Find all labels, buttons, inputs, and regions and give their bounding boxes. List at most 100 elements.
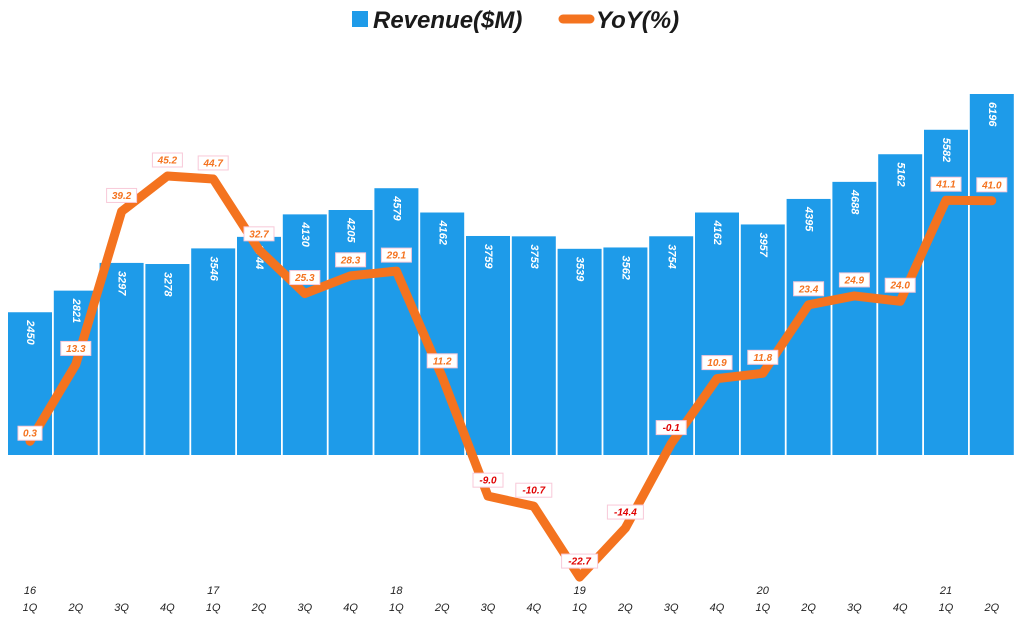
- yoy-value-label: 11.2: [433, 356, 452, 367]
- yoy-label-box: [561, 553, 599, 569]
- revenue-bar: [466, 235, 510, 455]
- yoy-value-label: 28.3: [340, 255, 361, 266]
- yoy-value-label: 25.3: [294, 273, 315, 284]
- revenue-bar: [191, 248, 236, 455]
- yoy-value-label: 13.3: [66, 344, 86, 355]
- yoy-label-box: [606, 504, 644, 520]
- x-tick-quarter: 4Q: [343, 602, 358, 614]
- x-tick-year: 17: [207, 585, 220, 597]
- yoy-line-layer: [25, 171, 997, 582]
- yoy-value-label: -9.0: [479, 476, 497, 487]
- yoy-label-box: [884, 277, 916, 293]
- x-tick-year: 21: [939, 585, 952, 597]
- revenue-value-label: 4688: [848, 189, 860, 215]
- revenue-bar: [328, 210, 373, 455]
- x-tick-quarter: 4Q: [710, 602, 725, 614]
- yoy-value-label: -14.4: [614, 508, 637, 519]
- yoy-value-label: 0.3: [23, 429, 37, 440]
- revenue-value-label: 5162: [894, 162, 906, 186]
- yoy-value-label: 41.0: [981, 180, 1002, 191]
- revenue-bar: [374, 188, 419, 455]
- revenue-value-label: 4130: [299, 221, 311, 247]
- x-tick-year: 20: [756, 585, 770, 597]
- x-tick-year: 18: [390, 585, 403, 597]
- revenue-value-label: 4395: [803, 206, 815, 232]
- yoy-value-label: 32.7: [249, 229, 269, 240]
- x-tick-quarter: 1Q: [755, 602, 770, 614]
- x-tick-quarter: 2Q: [983, 602, 999, 614]
- revenue-value-label: 3754: [665, 244, 677, 268]
- yoy-label-box: [838, 272, 870, 288]
- revenue-bars: [8, 94, 1014, 455]
- yoy-label-box: [380, 247, 412, 263]
- yoy-label-box: [335, 252, 367, 268]
- x-tick-quarter: 1Q: [572, 602, 587, 614]
- revenue-value-label: 4205: [345, 217, 357, 243]
- x-axis-ticks: 1Q 16 2Q 3Q 4Q 1Q 17 2Q 3Q 4Q 1Q 18 2Q 3Q 4Q 1Q 19 2Q 3Q 4Q…: [23, 585, 1000, 614]
- legend-revenue-swatch: [352, 11, 368, 27]
- revenue-bar: [740, 224, 785, 455]
- yoy-label-box: [976, 177, 1008, 193]
- yoy-line: [25, 171, 997, 582]
- revenue-bar: [511, 236, 556, 455]
- revenue-bar: [557, 248, 602, 455]
- yoy-value-label: 39.2: [112, 191, 132, 202]
- legend-revenue-label: Revenue($M): [373, 7, 522, 34]
- yoy-value-label: 29.1: [386, 251, 407, 262]
- yoy-label-box: [151, 152, 183, 168]
- revenue-value-label: 3278: [161, 272, 173, 297]
- revenue-value-label: 3562: [619, 255, 631, 279]
- legend-yoy-label: YoY(%): [596, 7, 679, 34]
- x-tick-year: 19: [573, 585, 585, 597]
- yoy-label-box: [106, 187, 138, 203]
- x-tick-quarter: 1Q: [23, 602, 38, 614]
- revenue-bar: [145, 264, 190, 455]
- x-tick-quarter: 1Q: [389, 602, 404, 614]
- revenue-bar: [695, 212, 739, 455]
- revenue-bar: [969, 94, 1014, 455]
- revenue-value-label: 4579: [390, 195, 402, 221]
- yoy-value-label: -22.7: [568, 557, 591, 568]
- x-tick-year: 16: [24, 585, 37, 597]
- revenue-value-label: 3297: [116, 271, 128, 296]
- yoy-label-box: [17, 425, 43, 441]
- yoy-label-box: [515, 482, 553, 498]
- legend: Revenue($M) YoY(%): [352, 7, 679, 34]
- x-tick-quarter: 3Q: [297, 602, 312, 614]
- x-tick-quarter: 2Q: [434, 602, 450, 614]
- revenue-value-label: 3539: [574, 257, 586, 282]
- x-tick-quarter: 3Q: [481, 602, 496, 614]
- revenue-value-label: 4162: [711, 220, 723, 245]
- yoy-value-label: -0.1: [663, 423, 681, 434]
- x-tick-quarter: 4Q: [160, 602, 175, 614]
- yoy-label-box: [747, 349, 779, 365]
- revenue-bar: [603, 247, 648, 455]
- revenue-value-label: 6196: [986, 102, 998, 127]
- revenue-value-label: 2821: [70, 298, 82, 323]
- x-tick-quarter: 1Q: [206, 602, 221, 614]
- yoy-value-label: 41.1: [935, 180, 956, 191]
- yoy-value-label: 45.2: [157, 156, 178, 167]
- yoy-label-box: [793, 281, 825, 297]
- revenue-value-label: 3753: [528, 244, 540, 268]
- x-tick-quarter: 4Q: [893, 602, 908, 614]
- x-tick-quarter: 3Q: [114, 602, 129, 614]
- revenue-bar: [99, 262, 144, 455]
- revenue-value-label: 3957: [757, 232, 769, 257]
- x-tick-quarter: 4Q: [526, 602, 541, 614]
- revenue-bar: [832, 181, 877, 455]
- x-tick-quarter: 2Q: [251, 602, 267, 614]
- yoy-label-box: [930, 176, 962, 192]
- revenue-value-label: 2450: [24, 319, 36, 345]
- yoy-value-label: 24.9: [844, 275, 865, 286]
- revenue-value-label: 3546: [207, 256, 219, 281]
- revenue-value-label: 4162: [436, 220, 448, 245]
- yoy-value-label: 23.4: [798, 284, 819, 295]
- x-tick-quarter: 1Q: [939, 602, 954, 614]
- yoy-label-box: [426, 353, 458, 369]
- x-tick-quarter: 2Q: [67, 602, 83, 614]
- yoy-label-box: [701, 355, 733, 371]
- yoy-label-box: [472, 472, 504, 488]
- yoy-labels: 0.3 13.3 39.2 45.2 44.7 32.7 25.3 28.3 29.1 11.2 -…: [17, 152, 1008, 569]
